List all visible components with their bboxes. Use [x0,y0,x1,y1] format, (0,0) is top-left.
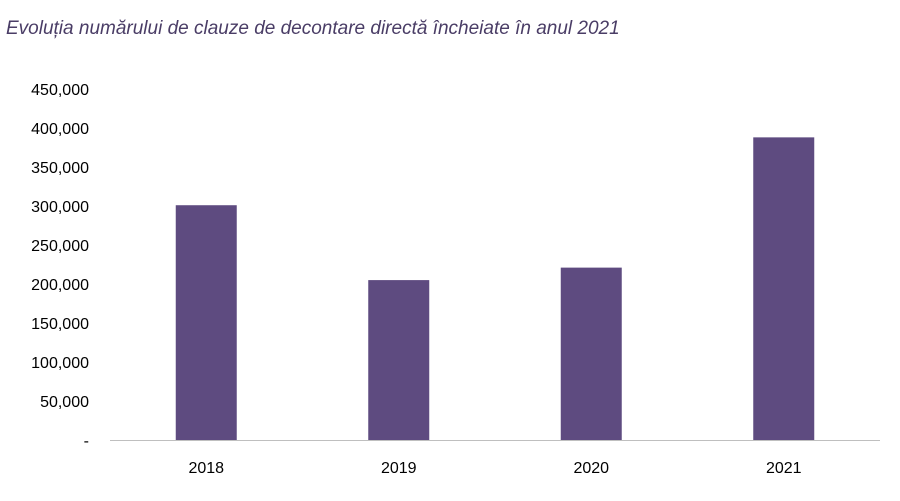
bar-2020 [560,267,622,440]
y-tick-label: 150,000 [31,316,89,333]
y-axis-ticks: - 50,000 100,000 150,000 200,000 250,000 300,0… [31,82,89,450]
bar-2018 [175,205,237,440]
x-tick-label-2018: 2018 [188,460,224,477]
x-tick-label-2019: 2019 [381,460,417,477]
y-tick-label: 400,000 [31,121,89,138]
y-tick-label: 450,000 [31,82,89,99]
y-tick-label: 200,000 [31,277,89,294]
y-tick-label: 100,000 [31,355,89,372]
y-tick-label: 50,000 [40,394,89,411]
x-axis-ticks: 2018 2019 2020 2021 [188,460,801,477]
y-tick-label: 350,000 [31,160,89,177]
y-tick-label: - [84,433,89,450]
x-tick-label-2021: 2021 [766,460,802,477]
bars [175,137,815,441]
bar-2021 [753,137,815,441]
bar-2019 [368,280,430,440]
y-tick-label: 300,000 [31,199,89,216]
x-tick-label-2020: 2020 [573,460,609,477]
y-tick-label: 250,000 [31,238,89,255]
chart-title: Evoluția numărului de clauze de decontar… [6,18,620,39]
